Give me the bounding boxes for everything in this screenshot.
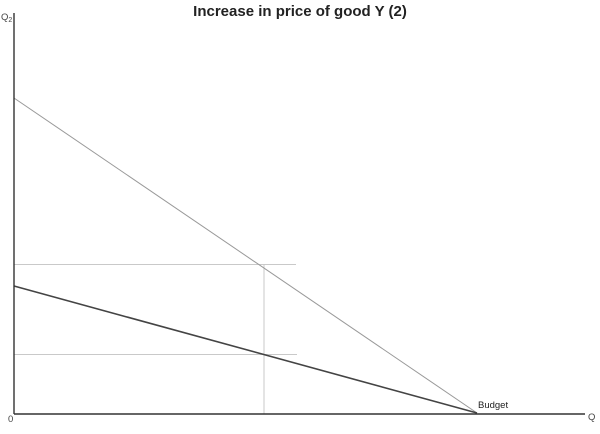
svg-text:Budget: Budget <box>478 400 508 411</box>
svg-text:0: 0 <box>8 414 13 425</box>
svg-text:Q: Q <box>588 412 595 423</box>
